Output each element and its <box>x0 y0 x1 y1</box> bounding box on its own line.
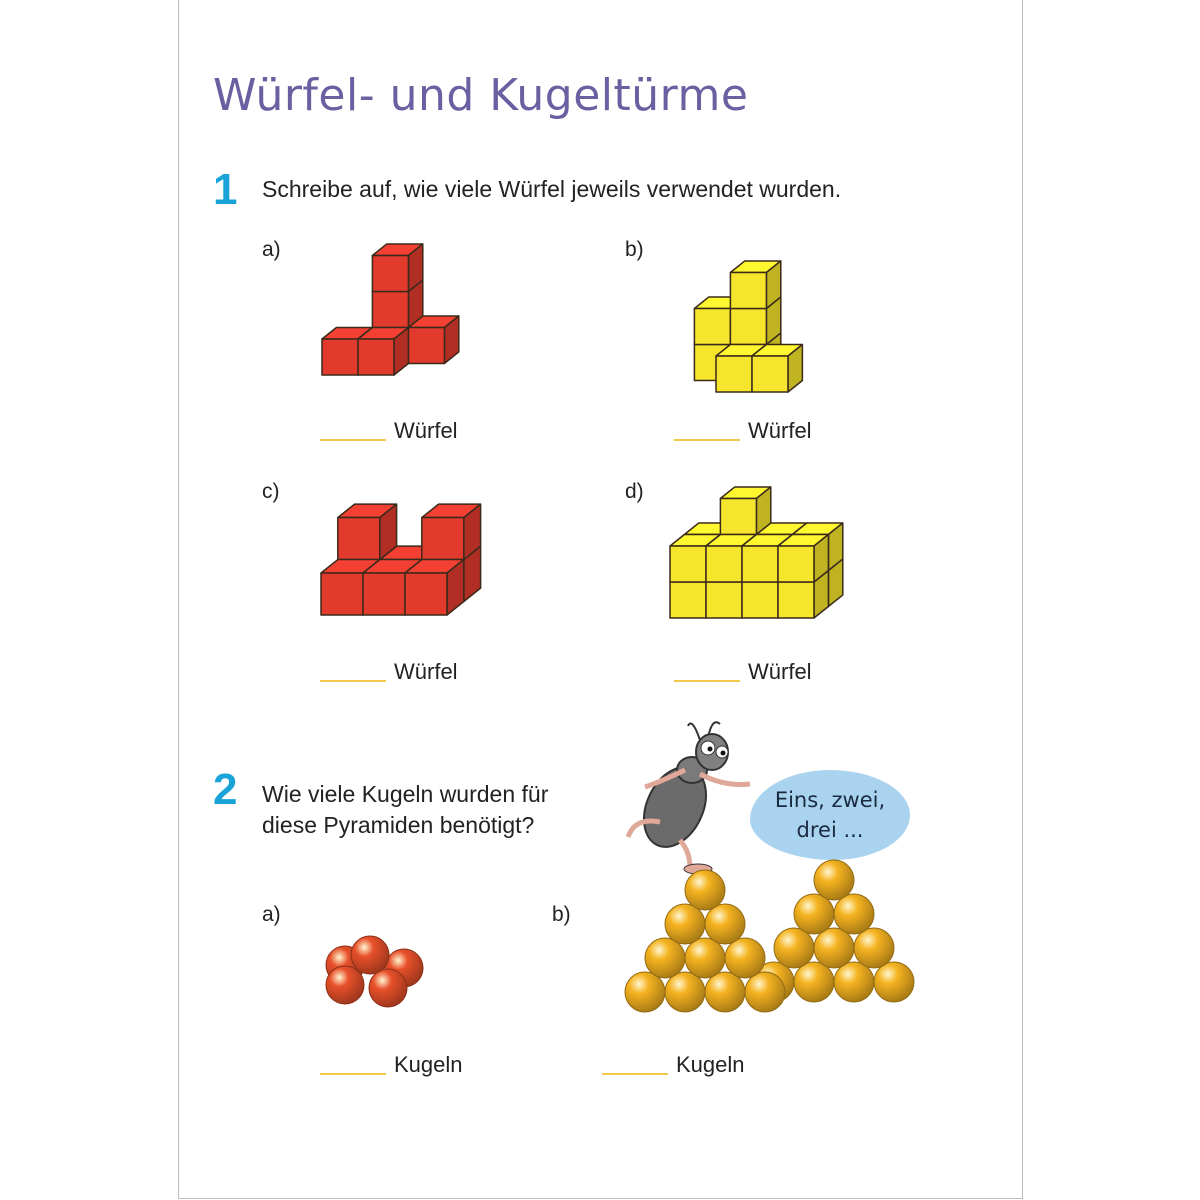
cube-figure-d <box>669 486 844 619</box>
sphere <box>813 927 855 969</box>
answer-1b: Würfel <box>674 418 812 444</box>
answer-2b: Kugeln <box>602 1052 745 1078</box>
item-label-2a: a) <box>262 903 281 926</box>
cube <box>357 326 410 376</box>
task-2-text: Wie viele Kugeln wurden für diese Pyramid… <box>262 779 548 841</box>
sphere <box>744 971 786 1013</box>
answer-1a: Würfel <box>320 418 458 444</box>
item-label-1a: a) <box>262 238 281 261</box>
item-label-1c: c) <box>262 480 280 503</box>
cube <box>404 558 465 616</box>
sphere <box>325 965 365 1005</box>
item-label-1b: b) <box>625 238 644 261</box>
answer-blank[interactable] <box>320 439 386 441</box>
answer-1c: Würfel <box>320 659 458 685</box>
answer-blank[interactable] <box>320 1073 386 1075</box>
sphere <box>813 859 855 901</box>
sphere <box>704 903 746 945</box>
cube <box>751 343 804 393</box>
cube <box>777 533 830 583</box>
item-label-2b: b) <box>552 903 571 926</box>
task-1-text: Schreibe auf, wie viele Würfel jeweils v… <box>262 176 842 202</box>
sphere <box>853 927 895 969</box>
sphere-pyramid-b <box>624 859 915 1013</box>
task-2-line-2: diese Pyramiden benötigt? <box>262 812 535 838</box>
cube <box>371 243 424 293</box>
answer-blank[interactable] <box>602 1073 668 1075</box>
sphere <box>873 961 915 1003</box>
sphere <box>793 893 835 935</box>
sphere <box>664 903 706 945</box>
answer-1d: Würfel <box>674 659 812 685</box>
sphere <box>664 971 706 1013</box>
cube-figure-a <box>321 243 460 376</box>
speech-line-1: Eins, zwei, <box>774 788 886 812</box>
sphere <box>833 961 875 1003</box>
sphere <box>684 937 726 979</box>
sphere <box>684 869 726 911</box>
answer-blank[interactable] <box>320 680 386 682</box>
unit-label: Kugeln <box>394 1052 463 1077</box>
unit-label: Kugeln <box>676 1052 745 1077</box>
sphere <box>704 971 746 1013</box>
task-number-2: 2 <box>213 765 238 814</box>
task-number-1: 1 <box>213 165 238 214</box>
page-title: Würfel- und Kugeltürme <box>213 70 749 121</box>
sphere <box>833 893 875 935</box>
cube <box>729 260 782 310</box>
speech-line-2: drei ... <box>796 818 864 842</box>
sphere <box>644 937 686 979</box>
sphere <box>724 937 766 979</box>
sphere-pyramid-a <box>325 935 424 1008</box>
cube <box>421 503 482 561</box>
sphere <box>773 927 815 969</box>
cube <box>719 486 772 536</box>
sphere <box>368 968 408 1008</box>
answer-2a: Kugeln <box>320 1052 463 1078</box>
cube <box>407 315 460 365</box>
sphere <box>350 935 390 975</box>
sphere <box>624 971 666 1013</box>
unit-label: Würfel <box>748 418 812 443</box>
unit-label: Würfel <box>748 659 812 684</box>
cube-figure-b <box>693 260 804 393</box>
answer-blank[interactable] <box>674 680 740 682</box>
sphere <box>793 961 835 1003</box>
answer-blank[interactable] <box>674 439 740 441</box>
task-2-line-1: Wie viele Kugeln wurden für <box>262 781 549 807</box>
speech-bubble: Eins, zwei, drei ... <box>750 770 910 860</box>
worksheet-page <box>178 0 1023 1199</box>
unit-label: Würfel <box>394 659 458 684</box>
item-label-1d: d) <box>625 480 644 503</box>
unit-label: Würfel <box>394 418 458 443</box>
ant-illustration <box>625 721 751 875</box>
cube <box>337 503 398 561</box>
cube-figure-c <box>320 503 482 616</box>
